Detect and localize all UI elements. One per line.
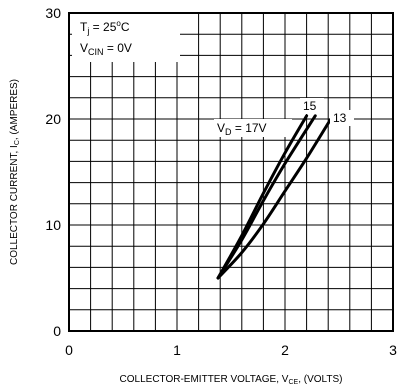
x-tick-label: 2 [281, 342, 289, 358]
x-tick-label: 0 [65, 342, 73, 358]
series-label-13: 13 [333, 111, 347, 125]
series-label-17v: VD = 17V [217, 121, 267, 137]
series-label-box-15 [300, 98, 324, 114]
series-label-box-13 [330, 110, 354, 126]
x-axis-label: COLLECTOR-EMITTER VOLTAGE, VCE, (VOLTS) [120, 374, 343, 386]
annotation-vcin: VCIN = 0V [80, 41, 132, 57]
series-line-1 [216, 114, 309, 280]
y-tick-label: 0 [53, 323, 61, 339]
series-line-3 [216, 117, 333, 280]
series-label-15: 15 [303, 99, 317, 113]
series-lines [216, 114, 333, 280]
y-tick-label: 30 [45, 5, 61, 21]
annotation-box [72, 14, 180, 62]
x-tick-label: 3 [389, 342, 397, 358]
plot-frame [68, 12, 394, 332]
y-axis-label: COLLECTOR CURRENT, IC, (AMPERES) [9, 79, 21, 265]
x-tick-label: 1 [173, 342, 181, 358]
annotation-tj: Tj = 25oC [80, 19, 130, 36]
series-label-box-17v [214, 119, 292, 137]
y-tick-label: 20 [45, 111, 61, 127]
series-line-2 [216, 114, 317, 280]
y-tick-label: 10 [45, 217, 61, 233]
grid [69, 13, 393, 331]
